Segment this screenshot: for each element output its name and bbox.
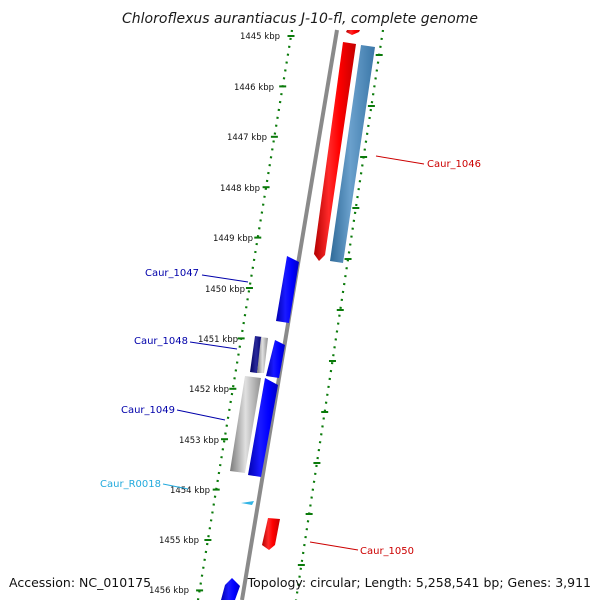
tick-label: 1447 kbp <box>227 133 267 143</box>
tick-label: 1450 kbp <box>205 285 245 295</box>
gene-arrow-caur-1049[interactable] <box>248 378 278 477</box>
gene-label-caur-1047[interactable]: Caur_1047 <box>145 268 199 279</box>
tick-label: 1445 kbp <box>240 32 280 42</box>
gene-arrow-caur-1050[interactable] <box>262 518 280 550</box>
tick-label: 1449 kbp <box>213 234 253 244</box>
inner-tick-ring <box>196 29 294 600</box>
accession-text: Accession: NC_010175 <box>9 575 151 590</box>
tick-label: 1448 kbp <box>220 184 260 194</box>
gene-label-caur-1049[interactable]: Caur_1049 <box>121 405 175 416</box>
leader-line-caur-1046 <box>375 155 425 165</box>
leader-line-caur-1048 <box>189 341 238 350</box>
genome-summary-text: Topology: circular; Length: 5,258,541 bp… <box>247 575 591 590</box>
tick-label: 1452 kbp <box>189 385 229 395</box>
gene-label-caur-1048[interactable]: Caur_1048 <box>134 336 188 347</box>
inner-tick-marks <box>196 35 295 592</box>
similarity-track-caur-1049[interactable] <box>230 376 261 473</box>
tick-label: 1453 kbp <box>179 436 219 446</box>
tick-label: 1454 kbp <box>170 486 210 496</box>
gene-arrow-caur-1047[interactable] <box>276 256 299 323</box>
gene-label-caur-1050[interactable]: Caur_1050 <box>360 546 414 557</box>
gene-arrow-bottom-partial[interactable] <box>221 578 240 600</box>
tick-label: 1456 kbp <box>149 586 189 596</box>
leader-line-caur-r0018 <box>162 483 189 490</box>
leader-line-caur-1047 <box>201 274 249 283</box>
similarity-track-caur-1046[interactable] <box>330 45 375 263</box>
gene-arrow-caur-1048[interactable] <box>266 340 285 378</box>
leader-line-caur-1049 <box>176 409 226 421</box>
outer-tick-marks <box>297 54 383 566</box>
gene-arrow-top-partial[interactable] <box>346 30 360 35</box>
map-title: Chloroflexus aurantiacus J-10-fl, comple… <box>122 11 478 27</box>
tick-labels: 1445 kbp 1446 kbp 1447 kbp 1448 kbp 1449… <box>149 32 280 596</box>
tick-label: 1446 kbp <box>234 83 274 93</box>
tick-label: 1451 kbp <box>198 335 238 345</box>
tick-label: 1455 kbp <box>159 536 199 546</box>
outer-tick-ring <box>294 29 385 600</box>
gene-label-caur-r0018[interactable]: Caur_R0018 <box>100 479 161 490</box>
similarity-track-caur-1048[interactable] <box>257 337 268 373</box>
gene-arrow-caur-1048-dark[interactable] <box>250 336 262 373</box>
gene-arrow-caur-1046[interactable] <box>314 42 356 261</box>
gene-label-caur-1046[interactable]: Caur_1046 <box>427 159 481 170</box>
leader-line-caur-1050 <box>309 541 359 551</box>
rna-arrow-caur-r0018[interactable] <box>241 501 254 505</box>
